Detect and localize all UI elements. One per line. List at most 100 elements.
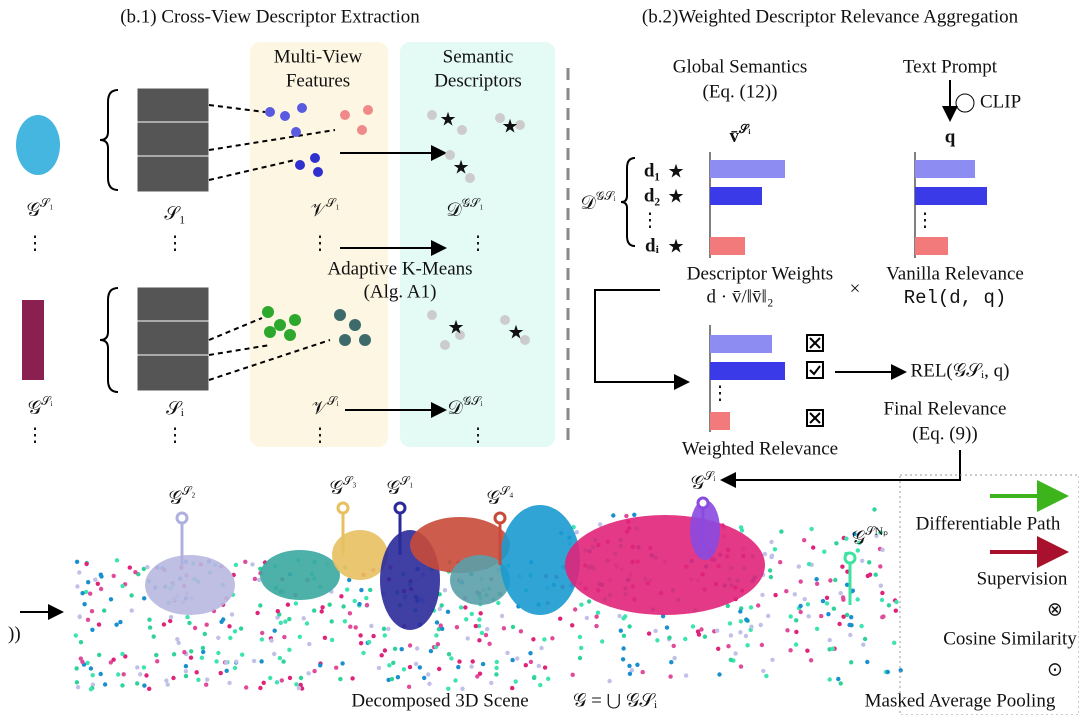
scene-point (480, 661, 486, 667)
scene-point (837, 621, 842, 627)
scene-point (762, 551, 768, 557)
math-sup: 𝒢𝒮ᵢ (596, 189, 616, 203)
scene-point (489, 680, 494, 686)
scene-point (406, 684, 412, 689)
scene-point (90, 627, 95, 632)
scene-point (726, 644, 731, 649)
braces (99, 89, 636, 393)
scene-point (579, 645, 584, 651)
scene-point (880, 590, 885, 596)
scene-point (806, 561, 812, 567)
scene-point (352, 598, 357, 604)
scene-point (828, 578, 833, 583)
scene-point (699, 627, 704, 632)
scene-point (838, 591, 843, 596)
math-label: 𝒱𝒮ᵢ (311, 394, 338, 420)
scene-point (272, 651, 277, 657)
scene-point (794, 629, 799, 635)
scene-point (339, 594, 344, 599)
scene-point (483, 632, 489, 638)
label: Final Relevance (884, 398, 1007, 419)
scene-point (111, 657, 116, 662)
scene-point (90, 673, 95, 678)
label: d · v̄/‖v̄‖₂ (707, 286, 774, 307)
scene-point (833, 577, 838, 583)
scene-point (672, 655, 677, 661)
scene-point (760, 592, 765, 598)
scene-point (767, 568, 773, 573)
scene-point (473, 623, 478, 629)
scene-point (434, 633, 439, 638)
scene-point (824, 595, 830, 600)
label: Differentiable Path (916, 513, 1061, 534)
scene-point (168, 615, 174, 620)
math-base: 𝒢 (28, 398, 42, 419)
scene-point (187, 620, 192, 626)
scene-point (135, 665, 140, 670)
ellipsis: ⋮ (26, 425, 45, 446)
arrows (20, 80, 961, 620)
scene-point (232, 629, 238, 634)
scene-point (849, 660, 854, 665)
label: Supervision (977, 568, 1068, 589)
scene-point (334, 665, 339, 670)
pin-head (493, 511, 507, 525)
scene-point (240, 652, 245, 657)
scene-point (528, 651, 533, 656)
label: Cosine Similarity (943, 628, 1077, 649)
scene-point (802, 597, 807, 602)
scene-point (728, 657, 733, 662)
scene-point (538, 682, 543, 688)
scene-point (860, 558, 865, 563)
scene-point (74, 680, 80, 685)
scene-point (371, 633, 376, 639)
scene-point (886, 603, 892, 608)
scene-point (715, 628, 720, 633)
scene-point (898, 668, 903, 673)
scene-point (510, 624, 516, 630)
scene-object (690, 500, 720, 560)
label: Features (286, 70, 350, 91)
scene-point (667, 635, 672, 640)
scene-point (494, 665, 499, 671)
scene-point (892, 640, 897, 645)
ellipsis: ⋮ (311, 233, 330, 254)
scene-point (97, 652, 102, 658)
scene-point (386, 677, 391, 683)
scene-point (611, 513, 616, 518)
scene-point (798, 609, 803, 615)
scene-point (478, 611, 483, 616)
scene-point (144, 673, 149, 678)
scene-point (329, 637, 335, 643)
scene-point (256, 577, 262, 583)
scene-point (147, 686, 152, 691)
scene-point (806, 614, 811, 619)
scene-point (244, 685, 249, 690)
scene-point (78, 640, 84, 645)
scene-point (859, 623, 864, 629)
scene-point (204, 682, 209, 687)
scene-point (366, 639, 372, 645)
scene-point (744, 618, 750, 623)
scene-point (232, 665, 238, 671)
scene-point (379, 653, 384, 658)
label: Semantic (443, 46, 514, 67)
scene-point (188, 655, 194, 660)
label: d₁ (644, 160, 660, 181)
scene-point (814, 626, 820, 631)
scene-point (171, 652, 177, 657)
scene-point (200, 645, 206, 651)
scene-point (733, 651, 738, 656)
scene-point (878, 530, 883, 535)
scene-point (258, 603, 263, 608)
scene-point (494, 659, 499, 665)
scene-point (458, 605, 464, 610)
math-sup: 𝒮₁ (400, 474, 413, 488)
scene-point (98, 671, 103, 677)
scene-point (102, 682, 108, 687)
math-base: 𝒢 (386, 478, 400, 499)
scene-point (584, 615, 589, 621)
math-base: 𝒢 (26, 200, 40, 221)
scene-point (116, 672, 121, 677)
scene-point (745, 643, 750, 648)
